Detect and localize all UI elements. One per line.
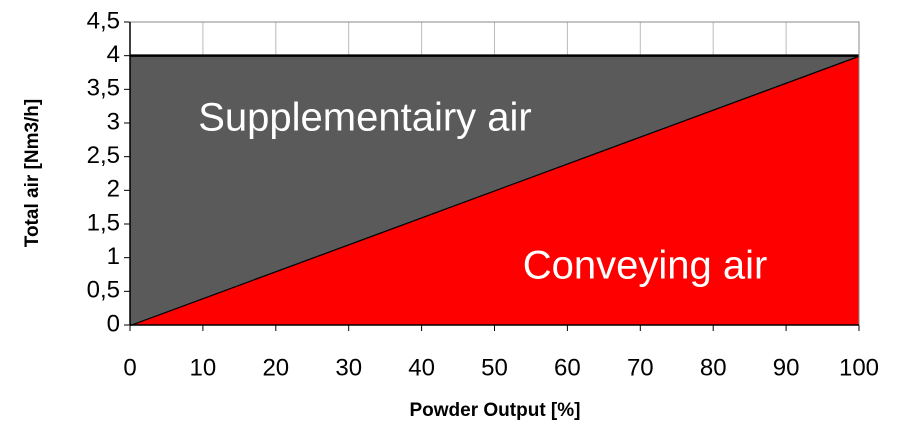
x-tick-label: 30 xyxy=(335,354,362,381)
x-tick-label: 80 xyxy=(700,354,727,381)
y-tick-label: 4 xyxy=(107,41,120,68)
y-tick-label: 4,5 xyxy=(87,7,120,34)
x-tick-label: 50 xyxy=(481,354,508,381)
x-tick-label: 70 xyxy=(627,354,654,381)
x-tick-label: 60 xyxy=(554,354,581,381)
x-tick-label: 0 xyxy=(123,354,136,381)
area-label: Conveying air xyxy=(523,244,768,288)
area-label: Supplementairy air xyxy=(198,96,532,140)
y-tick-label: 3 xyxy=(107,108,120,135)
y-tick-label: 1 xyxy=(107,243,120,270)
y-tick-label: 2,5 xyxy=(87,142,120,169)
x-axis-title: Powder Output [%] xyxy=(410,400,581,421)
x-tick-label: 90 xyxy=(773,354,800,381)
y-tick-label: 3,5 xyxy=(87,75,120,102)
y-tick-label: 1,5 xyxy=(87,209,120,236)
area xyxy=(130,55,859,326)
x-tick-label: 40 xyxy=(408,354,435,381)
y-tick-label: 0,5 xyxy=(87,277,120,304)
y-axis-title: Total air [Nm3/h] xyxy=(22,99,43,248)
x-tick-label: 10 xyxy=(190,354,217,381)
x-tick-label: 20 xyxy=(262,354,289,381)
x-tick-label: 100 xyxy=(839,354,879,381)
y-tick-label: 0 xyxy=(107,310,120,337)
y-tick-label: 2 xyxy=(107,176,120,203)
